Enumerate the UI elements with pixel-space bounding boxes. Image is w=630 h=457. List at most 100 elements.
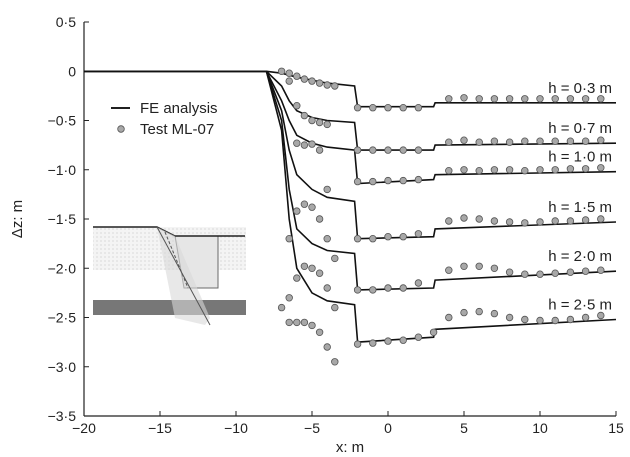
test-point: [581, 216, 590, 224]
test-point: [597, 95, 605, 103]
test-point: [353, 146, 362, 154]
test-point: [445, 138, 453, 146]
test-point: [551, 137, 559, 145]
test-points: [277, 67, 605, 366]
test-point: [521, 219, 529, 227]
test-point: [505, 313, 514, 322]
test-point: [399, 232, 407, 241]
test-point: [445, 266, 453, 274]
test-point: [490, 217, 499, 225]
test-point: [331, 358, 339, 366]
test-point: [331, 82, 339, 90]
test-point: [277, 67, 286, 75]
fe-curve: [84, 70, 617, 185]
test-point: [399, 284, 407, 292]
test-point: [505, 138, 514, 146]
test-point: [521, 315, 529, 324]
x-tick-label: −15: [148, 420, 172, 436]
inset-dashed-line: [164, 231, 189, 289]
test-point: [521, 95, 529, 103]
curve-label: h = 1·0 m: [548, 149, 612, 166]
test-point: [285, 318, 293, 327]
test-point: [460, 308, 468, 317]
test-point: [429, 328, 438, 336]
test-point: [399, 146, 407, 154]
test-point: [353, 103, 362, 112]
legend: FE analysis Test ML-07: [111, 100, 218, 138]
test-point: [521, 137, 529, 145]
test-point: [521, 166, 529, 175]
test-point: [460, 136, 468, 144]
test-point: [369, 177, 377, 186]
test-point: [566, 95, 575, 103]
test-point: [551, 217, 559, 225]
test-point: [414, 103, 423, 112]
fe-curves: [84, 70, 617, 343]
curve-label: h = 0·3 m: [548, 80, 612, 97]
test-point: [597, 164, 605, 172]
test-point: [551, 166, 559, 174]
test-point: [414, 230, 423, 238]
inset-dense-layer: [93, 300, 246, 315]
test-point: [353, 340, 362, 348]
test-point: [536, 316, 544, 325]
y-tick-label: −1·5: [48, 211, 77, 227]
test-point: [536, 270, 544, 278]
x-tick-label: −5: [304, 420, 320, 436]
test-point: [308, 77, 316, 85]
test-point: [445, 95, 453, 103]
test-point: [490, 137, 499, 145]
test-point: [445, 313, 453, 322]
test-point: [490, 309, 499, 318]
test-point: [597, 266, 605, 274]
test-point: [300, 111, 309, 120]
test-point: [475, 215, 483, 223]
test-point: [369, 146, 377, 154]
x-axis-title: x: m: [336, 439, 364, 456]
test-point: [581, 165, 590, 173]
test-point: [353, 234, 362, 243]
test-point: [323, 343, 331, 351]
test-point: [323, 185, 331, 194]
test-point: [445, 217, 453, 225]
test-point: [536, 137, 544, 145]
test-point: [300, 75, 309, 83]
test-point: [353, 177, 362, 186]
test-point: [505, 95, 514, 103]
x-tick-label: 15: [608, 420, 624, 436]
test-point: [308, 203, 316, 211]
test-point: [566, 268, 575, 276]
legend-label: FE analysis: [140, 100, 218, 117]
test-point: [566, 165, 575, 173]
test-point: [581, 95, 590, 103]
test-point: [551, 95, 559, 103]
test-point: [293, 318, 301, 327]
test-point: [566, 217, 575, 225]
test-point: [445, 166, 453, 175]
test-point: [597, 311, 605, 320]
test-point: [323, 120, 331, 129]
y-tick-label: 0·5: [56, 14, 76, 30]
test-point: [399, 176, 407, 185]
test-point: [581, 137, 590, 145]
test-point: [285, 294, 293, 302]
test-point: [315, 146, 324, 154]
test-point: [384, 284, 392, 292]
x-tick-label: 10: [532, 420, 548, 436]
test-point: [285, 234, 293, 243]
test-point: [285, 69, 293, 77]
test-point: [581, 267, 590, 275]
y-tick-label: −1·0: [48, 162, 77, 178]
test-point: [308, 116, 316, 125]
test-point: [315, 118, 324, 127]
test-point: [460, 214, 468, 222]
test-point: [331, 303, 339, 312]
test-point: [315, 215, 324, 223]
x-tick-label: −10: [224, 420, 248, 436]
test-point: [399, 336, 407, 344]
test-point: [369, 286, 377, 294]
test-point: [369, 234, 377, 243]
test-point: [369, 103, 377, 112]
test-point: [581, 313, 590, 322]
